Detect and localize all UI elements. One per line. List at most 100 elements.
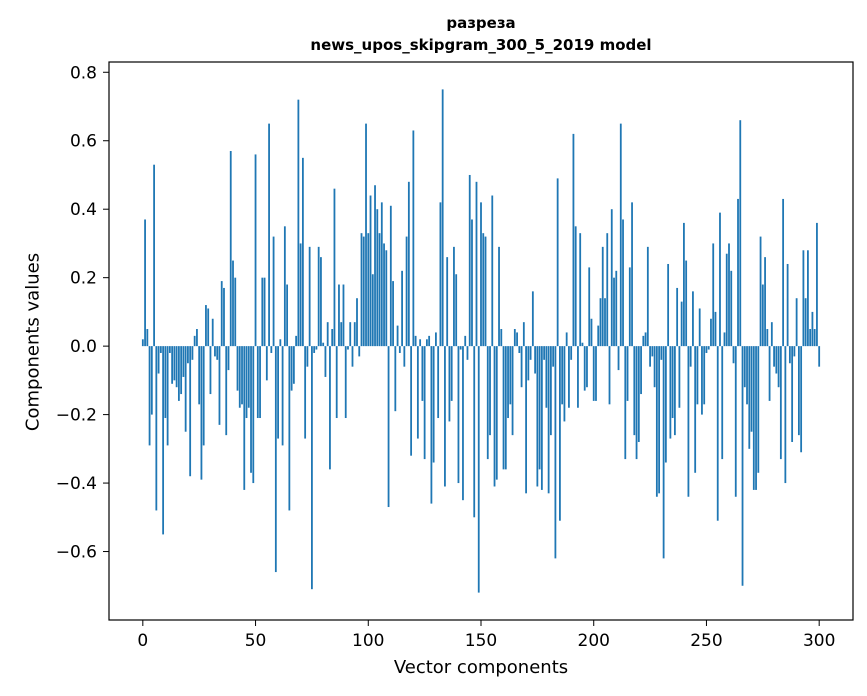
bar (468, 174, 471, 347)
bar (804, 298, 807, 347)
bar (471, 219, 473, 347)
bar (741, 346, 744, 586)
bar (482, 233, 485, 347)
bar (324, 346, 327, 377)
bar (238, 346, 241, 408)
bar (644, 332, 647, 347)
bar (401, 270, 403, 347)
bar (362, 236, 365, 347)
bar (507, 346, 509, 419)
bar (407, 181, 410, 347)
bar (455, 274, 458, 347)
bar (707, 346, 710, 350)
bar (311, 346, 313, 590)
bar (779, 346, 782, 460)
bar (146, 329, 149, 347)
bar (739, 120, 742, 347)
bar (511, 346, 514, 436)
bar (721, 346, 724, 460)
bar (437, 346, 440, 419)
bar (317, 246, 320, 347)
bar (148, 346, 151, 446)
bar (421, 346, 424, 401)
bar (640, 346, 642, 395)
bar (768, 346, 771, 401)
bar (705, 346, 708, 353)
bar (626, 346, 629, 401)
bar (662, 346, 665, 559)
bar (175, 346, 178, 388)
bar (286, 284, 289, 347)
bar (216, 346, 219, 360)
bar (687, 346, 690, 497)
bar (168, 346, 171, 353)
bar (486, 346, 489, 460)
bar (669, 346, 672, 439)
bar (522, 322, 525, 347)
bar (141, 339, 144, 347)
bar (714, 311, 717, 347)
bar (177, 346, 180, 401)
bar (653, 346, 656, 388)
bar (430, 346, 433, 504)
bar (685, 260, 688, 347)
bar (813, 329, 816, 347)
bar (274, 346, 277, 573)
bar (764, 257, 766, 347)
bar (696, 346, 699, 405)
bar (773, 346, 775, 367)
bar (777, 346, 780, 388)
bar (263, 277, 266, 347)
x-tick-label: 200 (578, 631, 610, 651)
bar (218, 346, 221, 425)
bar (701, 346, 703, 415)
bar (164, 346, 167, 419)
bar (746, 346, 748, 405)
bar (295, 335, 298, 347)
bar (423, 346, 426, 460)
bar (448, 346, 451, 422)
bar (155, 346, 158, 511)
bar (658, 346, 661, 494)
bar (516, 332, 518, 347)
bar (270, 346, 273, 353)
bar (601, 246, 604, 347)
bar (254, 154, 257, 347)
bar (225, 346, 228, 436)
bar (730, 270, 733, 347)
bar (425, 339, 428, 347)
bar (678, 346, 681, 408)
plot-frame (108, 61, 854, 621)
bar (791, 346, 794, 442)
bar (750, 346, 753, 432)
bar (716, 346, 719, 521)
bar (432, 346, 435, 463)
bar (811, 311, 814, 347)
bar (527, 346, 530, 381)
x-tick-label: 50 (245, 631, 267, 651)
bar (577, 346, 579, 408)
bar (374, 185, 376, 347)
bar (462, 346, 464, 501)
chart-title-line1: разреза (446, 14, 516, 32)
bar (710, 318, 712, 347)
bar (403, 346, 406, 367)
bar (387, 346, 390, 508)
x-tick-label: 300 (803, 631, 835, 651)
bar (788, 346, 791, 364)
y-axis-label: Components values (22, 252, 44, 432)
y-tick-label: 0.6 (70, 132, 97, 152)
bar (631, 202, 633, 347)
bar (196, 329, 198, 347)
bar (617, 346, 620, 371)
bar (549, 346, 552, 436)
bar (606, 233, 609, 347)
bar (734, 346, 737, 497)
bar (552, 346, 555, 367)
bar (800, 346, 803, 453)
bar (187, 346, 189, 364)
bar (191, 346, 194, 360)
bar (272, 236, 275, 347)
bar (547, 346, 550, 494)
